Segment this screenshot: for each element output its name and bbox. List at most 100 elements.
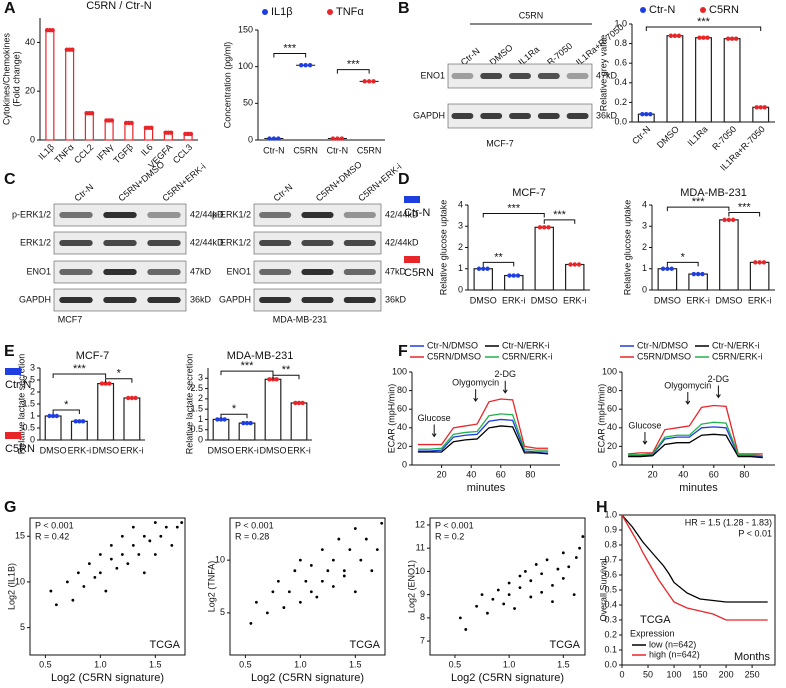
data-point — [218, 417, 224, 422]
size-label: 47kD — [190, 266, 212, 276]
x-tick-label: DMSO — [92, 445, 119, 455]
data-point — [725, 36, 731, 41]
panel-letter: B — [398, 0, 410, 17]
significance-label: *** — [553, 209, 567, 221]
size-label: 42/44kD — [385, 209, 419, 219]
significance-label: ** — [282, 364, 291, 376]
data-point — [342, 574, 346, 578]
y-tick-label: 1.0 — [614, 18, 627, 28]
data-point — [70, 47, 75, 52]
x-tick-label: 1.5 — [349, 659, 362, 669]
data-point — [222, 417, 227, 422]
y-axis-label: ECAR (mpH/min) — [386, 384, 396, 454]
data-point — [518, 586, 522, 590]
panel-letter: E — [4, 343, 15, 360]
data-point — [282, 606, 286, 609]
x-axis-label: Log2 (C5RN signature) — [51, 672, 164, 684]
x-tick-label: ERK-i — [120, 445, 144, 455]
y-tick-label: 100 — [392, 366, 407, 376]
x-tick-label: 60 — [709, 469, 719, 479]
x-tick-label: 1.0 — [94, 659, 107, 669]
data-point — [98, 571, 102, 575]
data-point — [326, 569, 330, 573]
legend-label: C5RN/DMSO — [427, 351, 481, 361]
blot-caption: MDA-MB-231 — [273, 314, 328, 324]
lane-label: Ctr-N — [272, 182, 295, 203]
panel-letter: G — [4, 499, 16, 516]
bar — [97, 383, 115, 441]
annotation: HR = 1.5 (1.28 - 1.83) — [685, 517, 772, 527]
data-point — [485, 266, 490, 271]
annotation: TCGA — [549, 639, 580, 651]
y-tick-label: 20 — [397, 441, 407, 451]
y-tick-label: 40 — [25, 37, 35, 47]
data-point — [758, 105, 763, 110]
data-point — [648, 111, 653, 117]
y-tick-label: 7 — [420, 635, 425, 645]
legend-label: Ctr-N/DMSO — [427, 340, 478, 350]
legend-label: Ctr-N — [5, 379, 31, 391]
data-point — [54, 603, 58, 607]
y-tick-label: 2.5 — [190, 383, 203, 393]
y-tick-label: 5 — [220, 607, 225, 617]
y-axis-label: Relative grey value — [598, 35, 608, 112]
size-label: 36kD — [385, 294, 407, 304]
bar — [534, 226, 554, 291]
x-tick-label: 1.0 — [503, 659, 516, 669]
x-tick-label: ERK-i — [502, 295, 526, 305]
data-point — [248, 420, 253, 426]
x-tick-label: 80 — [525, 469, 535, 479]
data-point — [126, 562, 130, 566]
x-tick-label: C5RN — [293, 145, 318, 155]
data-point — [307, 62, 313, 68]
data-point — [362, 79, 367, 84]
y-tick-label: 40 — [607, 422, 617, 432]
data-point — [82, 585, 86, 588]
significance-bracket — [273, 52, 307, 58]
panel-letter: F — [398, 343, 408, 360]
x-tick-label: 50 — [643, 669, 653, 679]
x-tick-label: 0.5 — [449, 659, 462, 669]
legend-label: high (n=642) — [649, 649, 700, 659]
y-tick-label: 1.0 — [604, 509, 617, 519]
x-tick-label: 100 — [667, 669, 682, 679]
band — [147, 297, 181, 303]
bar — [123, 397, 141, 441]
chart-title: MDA-MB-231 — [227, 350, 294, 362]
significance-label: *** — [697, 16, 711, 28]
data-point — [47, 413, 52, 419]
x-tick-label: IL6 — [139, 142, 155, 158]
data-point — [276, 579, 280, 583]
x-tick-label: 150 — [693, 669, 708, 679]
data-point — [359, 558, 363, 562]
data-point — [137, 553, 141, 556]
significance-bracket — [105, 378, 133, 383]
data-point — [507, 581, 511, 585]
data-point — [104, 589, 108, 593]
band — [451, 73, 474, 79]
y-axis-label: (Fold change) — [11, 51, 21, 107]
y-tick-label: 0.0 — [604, 659, 617, 669]
annotation: Expression — [630, 628, 675, 638]
y-tick-label: 2 — [458, 242, 463, 252]
significance-label: *** — [241, 360, 255, 372]
x-tick-label: 20 — [437, 469, 447, 479]
x-tick-label: ERK-i — [748, 295, 772, 305]
data-point — [507, 273, 512, 278]
chart-title: MDA-MB-231 — [680, 187, 747, 199]
y-tick-label: 11 — [416, 543, 425, 553]
x-axis-label: Log2 (C5RN signature) — [451, 672, 564, 684]
y-tick-label: 0.3 — [604, 614, 617, 624]
legend-label: IL1β — [271, 6, 293, 18]
y-tick-label: 80 — [607, 385, 617, 395]
band — [59, 212, 93, 218]
chart-title: MCF-7 — [512, 187, 546, 199]
band — [59, 269, 93, 275]
data-point — [298, 558, 302, 562]
band — [480, 73, 503, 79]
annotation: TCGA — [349, 639, 380, 651]
bar — [564, 263, 585, 291]
data-point — [502, 602, 506, 606]
bar — [695, 37, 712, 123]
panel-letter: A — [4, 0, 16, 17]
